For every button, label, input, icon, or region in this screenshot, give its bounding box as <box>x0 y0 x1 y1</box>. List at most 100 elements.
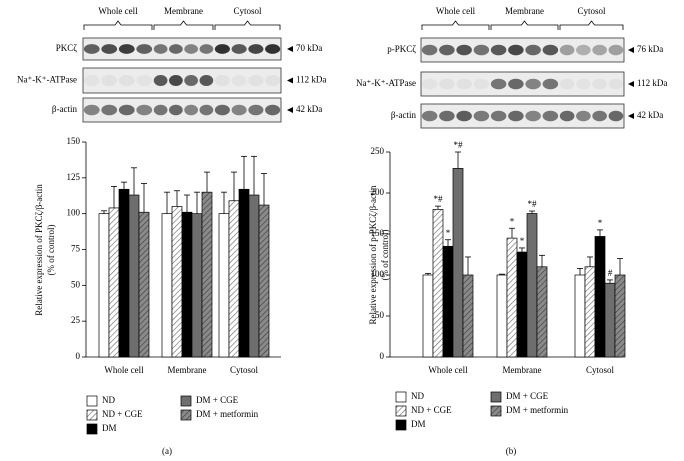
blot-band <box>248 75 264 86</box>
error-bar <box>164 191 170 214</box>
bar <box>118 188 130 358</box>
error-bar <box>577 268 583 275</box>
legend-swatch <box>86 423 98 435</box>
blot-band <box>508 78 524 90</box>
blot-band <box>231 75 247 86</box>
blot-size-label: 42 kDa <box>637 110 663 120</box>
blot-band <box>542 110 559 122</box>
blot-band <box>83 44 100 54</box>
blot-band <box>83 75 100 86</box>
bar <box>526 213 538 358</box>
blot-band <box>456 110 472 122</box>
blot-band <box>231 104 247 116</box>
blot-band <box>490 110 507 122</box>
error-bar <box>221 191 227 214</box>
blot-row-label: p-PKCζ <box>387 44 416 54</box>
bar <box>218 213 230 358</box>
bar <box>584 266 596 358</box>
blot-group-label: Cytosol <box>577 6 606 16</box>
error-bar <box>435 205 441 210</box>
legend-swatch <box>180 395 192 407</box>
significance-label: * <box>446 228 451 238</box>
error-bar <box>539 254 545 267</box>
legend-label: ND <box>102 395 115 405</box>
bar <box>536 266 548 358</box>
bar <box>614 274 626 358</box>
legend-label: DM <box>102 423 117 433</box>
y-tick-label: 75 <box>71 244 81 254</box>
blot-size-label: 112 kDa <box>296 75 326 85</box>
bar <box>191 213 203 358</box>
blot-band <box>248 44 264 54</box>
x-tick-label: Whole cell <box>428 365 468 375</box>
x-tick-label: Membrane <box>503 365 542 375</box>
error-bar <box>509 227 515 239</box>
error-bar <box>597 229 603 237</box>
bar <box>108 207 120 358</box>
blot-band <box>136 75 153 86</box>
blot-band <box>608 110 624 122</box>
blot-band <box>265 75 281 86</box>
error-bar <box>455 151 461 169</box>
legend-label: DM + metformin <box>196 409 259 419</box>
blot-band <box>83 104 100 116</box>
y-tick-label: 250 <box>371 146 385 156</box>
error-bar <box>101 210 107 214</box>
blot-band <box>169 104 183 116</box>
bar <box>604 282 616 358</box>
blot-band <box>592 78 607 90</box>
y-axis-label: Relative expression of PKCζ/β-actin <box>34 184 44 316</box>
y-tick-label: 100 <box>371 269 385 279</box>
blot-band <box>265 44 281 54</box>
bar <box>201 191 213 358</box>
blot-band <box>153 104 168 116</box>
legend-label: DM + metformin <box>506 405 569 415</box>
y-tick-label: 50 <box>375 310 385 320</box>
bar <box>258 204 270 358</box>
legend-label: ND + CGE <box>102 409 143 419</box>
blot-band <box>184 75 198 86</box>
blot-group-label: Membrane <box>164 6 203 16</box>
blot-band <box>559 44 575 56</box>
blot-band <box>608 44 624 56</box>
blot-band <box>508 110 524 122</box>
significance-label: * <box>510 216 515 226</box>
blot-size-label: 42 kDa <box>296 104 322 114</box>
blot-band <box>184 104 198 116</box>
blot-band <box>508 44 524 56</box>
blot-band <box>136 44 153 54</box>
blot-band <box>248 104 264 116</box>
blot-band <box>559 78 575 90</box>
blot-row-label: Na⁺-K⁺-ATPase <box>17 75 77 85</box>
blot-band <box>490 44 507 56</box>
y-axis-label: Relative expression of p-PKCζ/β-actin <box>368 185 378 325</box>
legend-swatch <box>86 409 98 421</box>
blot-size-label: 112 kDa <box>637 78 667 88</box>
bar <box>161 213 173 358</box>
blot-group-label: Membrane <box>505 6 544 16</box>
blot-size-label: 70 kDa <box>296 43 322 53</box>
blot-band <box>136 104 153 116</box>
y-axis-label: (% of control) <box>46 225 56 276</box>
blot-band <box>184 44 198 54</box>
error-bar <box>141 183 147 213</box>
error-bar <box>121 181 127 190</box>
error-bar <box>241 155 247 190</box>
y-tick-label: 150 <box>67 136 81 146</box>
blot-row-label: β-actin <box>391 110 417 120</box>
x-tick-label: Membrane <box>168 365 207 375</box>
significance-label: * <box>520 236 525 246</box>
bar <box>181 211 193 358</box>
bar <box>442 245 454 358</box>
bar <box>98 213 110 358</box>
y-axis-label: (% of control) <box>380 230 390 281</box>
error-bar <box>131 167 137 196</box>
blot-band <box>199 75 214 86</box>
error-bar <box>204 171 210 193</box>
blot-band <box>169 75 183 86</box>
blot-band <box>199 104 214 116</box>
bracket <box>214 20 281 30</box>
legend-label: DM + CGE <box>196 395 239 405</box>
blot-band <box>576 44 591 56</box>
